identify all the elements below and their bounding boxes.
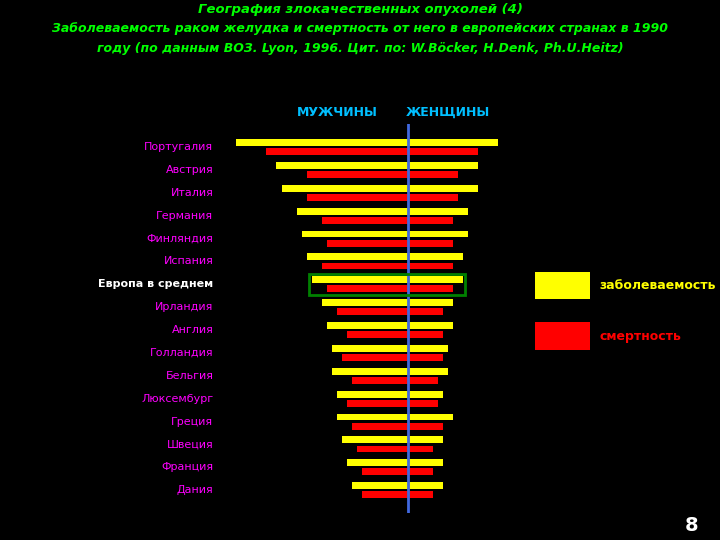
Bar <box>408 276 463 283</box>
Bar <box>408 390 443 397</box>
Text: Франция: Франция <box>161 462 214 472</box>
Text: МУЖЧИНЫ: МУЖЧИНЫ <box>297 106 377 119</box>
Bar <box>408 253 463 260</box>
Bar <box>352 482 408 489</box>
Text: смертность: смертность <box>600 329 681 342</box>
Bar <box>362 491 408 498</box>
Bar <box>322 217 408 224</box>
Text: Люксембург: Люксембург <box>141 394 214 403</box>
Bar <box>408 423 443 429</box>
Bar <box>408 240 453 247</box>
Bar <box>536 272 590 299</box>
Bar <box>312 276 408 283</box>
Text: Ирландия: Ирландия <box>155 302 214 312</box>
Bar <box>352 423 408 429</box>
Bar <box>347 459 408 466</box>
Text: Испания: Испания <box>163 256 214 266</box>
Text: Германия: Германия <box>156 211 214 221</box>
Bar <box>408 148 478 155</box>
Bar <box>408 217 453 224</box>
Bar <box>408 436 443 443</box>
Bar <box>408 299 453 306</box>
Text: Греция: Греция <box>171 416 214 427</box>
Text: Португалия: Португалия <box>144 142 214 152</box>
Text: Бельгия: Бельгия <box>166 371 214 381</box>
Bar <box>332 345 408 352</box>
Bar <box>408 139 498 146</box>
Bar <box>408 446 433 453</box>
Bar <box>408 491 433 498</box>
Bar <box>282 185 408 192</box>
Bar <box>408 400 438 407</box>
Bar <box>408 468 433 475</box>
Bar <box>327 286 408 292</box>
Text: Дания: Дания <box>176 485 214 495</box>
Bar <box>337 414 408 420</box>
Bar <box>322 262 408 269</box>
Bar <box>342 436 408 443</box>
Bar <box>408 345 448 352</box>
Bar <box>408 377 438 384</box>
Bar <box>307 253 408 260</box>
Bar <box>337 308 408 315</box>
Bar <box>310 274 466 295</box>
Bar <box>297 208 408 214</box>
Bar <box>337 390 408 397</box>
Bar <box>327 322 408 329</box>
Text: Заболеваемость раком желудка и смертность от него в европейских странах в 1990: Заболеваемость раком желудка и смертност… <box>52 22 668 35</box>
Bar <box>408 162 478 169</box>
Text: Италия: Италия <box>171 188 214 198</box>
Text: Голландия: Голландия <box>150 348 214 358</box>
Bar <box>408 231 468 238</box>
Text: году (по данным ВОЗ. Lyon, 1996. Цит. по: W.Böcker, H.Denk, Ph.U.Heitz): году (по данным ВОЗ. Lyon, 1996. Цит. по… <box>96 42 624 55</box>
Bar <box>307 171 408 178</box>
Bar <box>408 368 448 375</box>
Bar <box>352 377 408 384</box>
Bar <box>408 262 453 269</box>
Bar <box>408 482 443 489</box>
Bar <box>408 208 468 214</box>
Bar <box>302 231 408 238</box>
Bar <box>408 308 443 315</box>
Bar <box>347 400 408 407</box>
Bar <box>236 139 408 146</box>
Bar <box>362 468 408 475</box>
Bar <box>347 331 408 338</box>
Bar <box>332 368 408 375</box>
Text: Швеция: Швеция <box>167 440 214 449</box>
Bar <box>408 194 458 201</box>
Bar <box>307 194 408 201</box>
Bar <box>408 185 478 192</box>
Bar <box>408 414 453 420</box>
Bar <box>342 354 408 361</box>
Bar <box>327 240 408 247</box>
Text: География злокачественных опухолей (4): География злокачественных опухолей (4) <box>197 3 523 16</box>
Bar <box>408 322 453 329</box>
Bar <box>266 148 408 155</box>
Bar <box>408 286 453 292</box>
Bar <box>322 299 408 306</box>
Text: Финляндия: Финляндия <box>147 234 214 244</box>
Bar <box>408 459 443 466</box>
Bar <box>276 162 408 169</box>
Bar <box>408 171 458 178</box>
Text: 8: 8 <box>685 516 698 535</box>
Text: Европа в среднем: Европа в среднем <box>98 279 214 289</box>
Text: заболеваемость: заболеваемость <box>600 279 716 292</box>
Text: Австрия: Австрия <box>166 165 214 175</box>
Bar <box>408 331 443 338</box>
Bar <box>536 322 590 350</box>
Text: ЖЕНЩИНЫ: ЖЕНЩИНЫ <box>405 106 490 119</box>
Bar <box>408 354 443 361</box>
Text: Англия: Англия <box>171 325 214 335</box>
Bar <box>357 446 408 453</box>
